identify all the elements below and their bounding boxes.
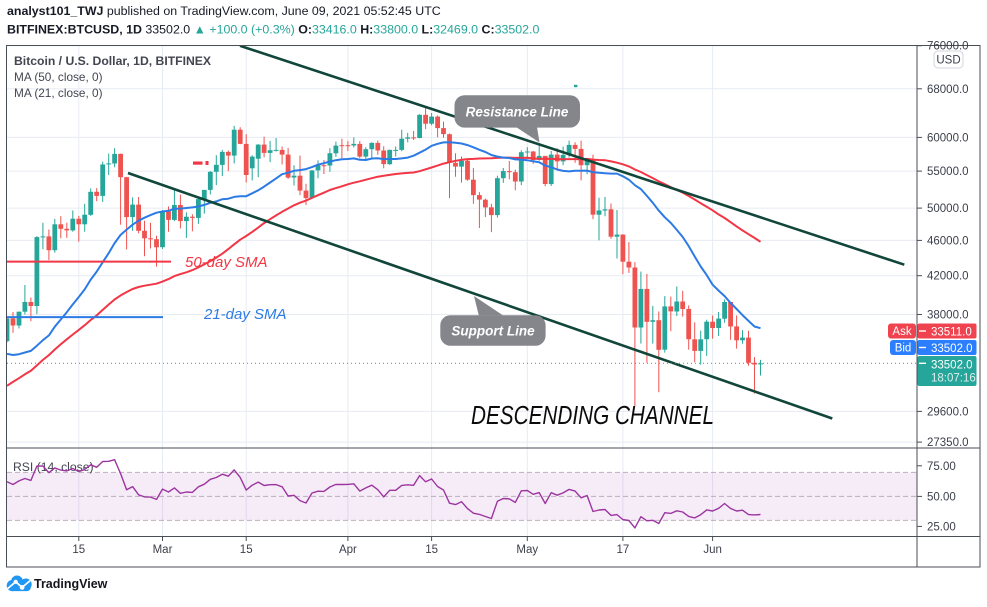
svg-text:18:07:16: 18:07:16 [931,373,976,385]
svg-text:BITFINEX:BTCUSD, 1D 33502.0 ▲: BITFINEX:BTCUSD, 1D 33502.0 ▲ +100.0 (+0… [7,23,539,37]
svg-text:33511.0: 33511.0 [931,327,972,339]
svg-text:50-day SMA: 50-day SMA [185,254,268,271]
svg-text:55000.0: 55000.0 [927,166,969,178]
svg-text:75.00: 75.00 [927,461,956,473]
svg-text:15: 15 [425,544,438,556]
svg-text:33502.0: 33502.0 [931,343,973,355]
svg-text:Support Line: Support Line [451,324,535,339]
svg-text:MA (50, close, 0): MA (50, close, 0) [14,70,103,84]
svg-text:TradingView: TradingView [34,577,108,591]
svg-text:Resistance Line: Resistance Line [466,105,569,120]
svg-text:DESCENDING CHANNEL: DESCENDING CHANNEL [471,402,714,430]
svg-text:46000.0: 46000.0 [927,235,969,247]
svg-text:Jun: Jun [703,544,722,556]
svg-text:50.00: 50.00 [927,491,956,503]
svg-text:50000.0: 50000.0 [927,203,969,215]
svg-text:May: May [516,544,538,556]
svg-text:60000.0: 60000.0 [927,132,969,144]
svg-text:MA (21, close, 0): MA (21, close, 0) [14,86,103,100]
svg-text:25.00: 25.00 [927,521,956,533]
svg-text:27350.0: 27350.0 [927,437,969,449]
svg-text:42000.0: 42000.0 [927,271,969,283]
svg-text:Bid: Bid [895,343,912,355]
svg-text:76000.0: 76000.0 [927,41,969,53]
svg-text:USD: USD [936,55,960,67]
svg-text:analyst101_TWJ published on Tr: analyst101_TWJ published on TradingView.… [7,4,441,18]
svg-text:29600.0: 29600.0 [927,406,969,418]
svg-text:Apr: Apr [339,544,357,556]
svg-text:21-day SMA: 21-day SMA [203,306,287,323]
svg-text:68000.0: 68000.0 [927,84,969,96]
svg-text:Bitcoin / U.S. Dollar, 1D, BIT: Bitcoin / U.S. Dollar, 1D, BITFINEX [14,54,212,68]
svg-text:15: 15 [240,544,253,556]
svg-text:38000.0: 38000.0 [927,310,969,322]
svg-text:33502.0: 33502.0 [931,360,973,372]
svg-text:15: 15 [72,544,85,556]
svg-text:17: 17 [617,544,630,556]
svg-text:RSI (14, close): RSI (14, close) [13,460,94,474]
svg-text:Ask: Ask [892,326,911,338]
svg-text:Mar: Mar [153,544,173,556]
